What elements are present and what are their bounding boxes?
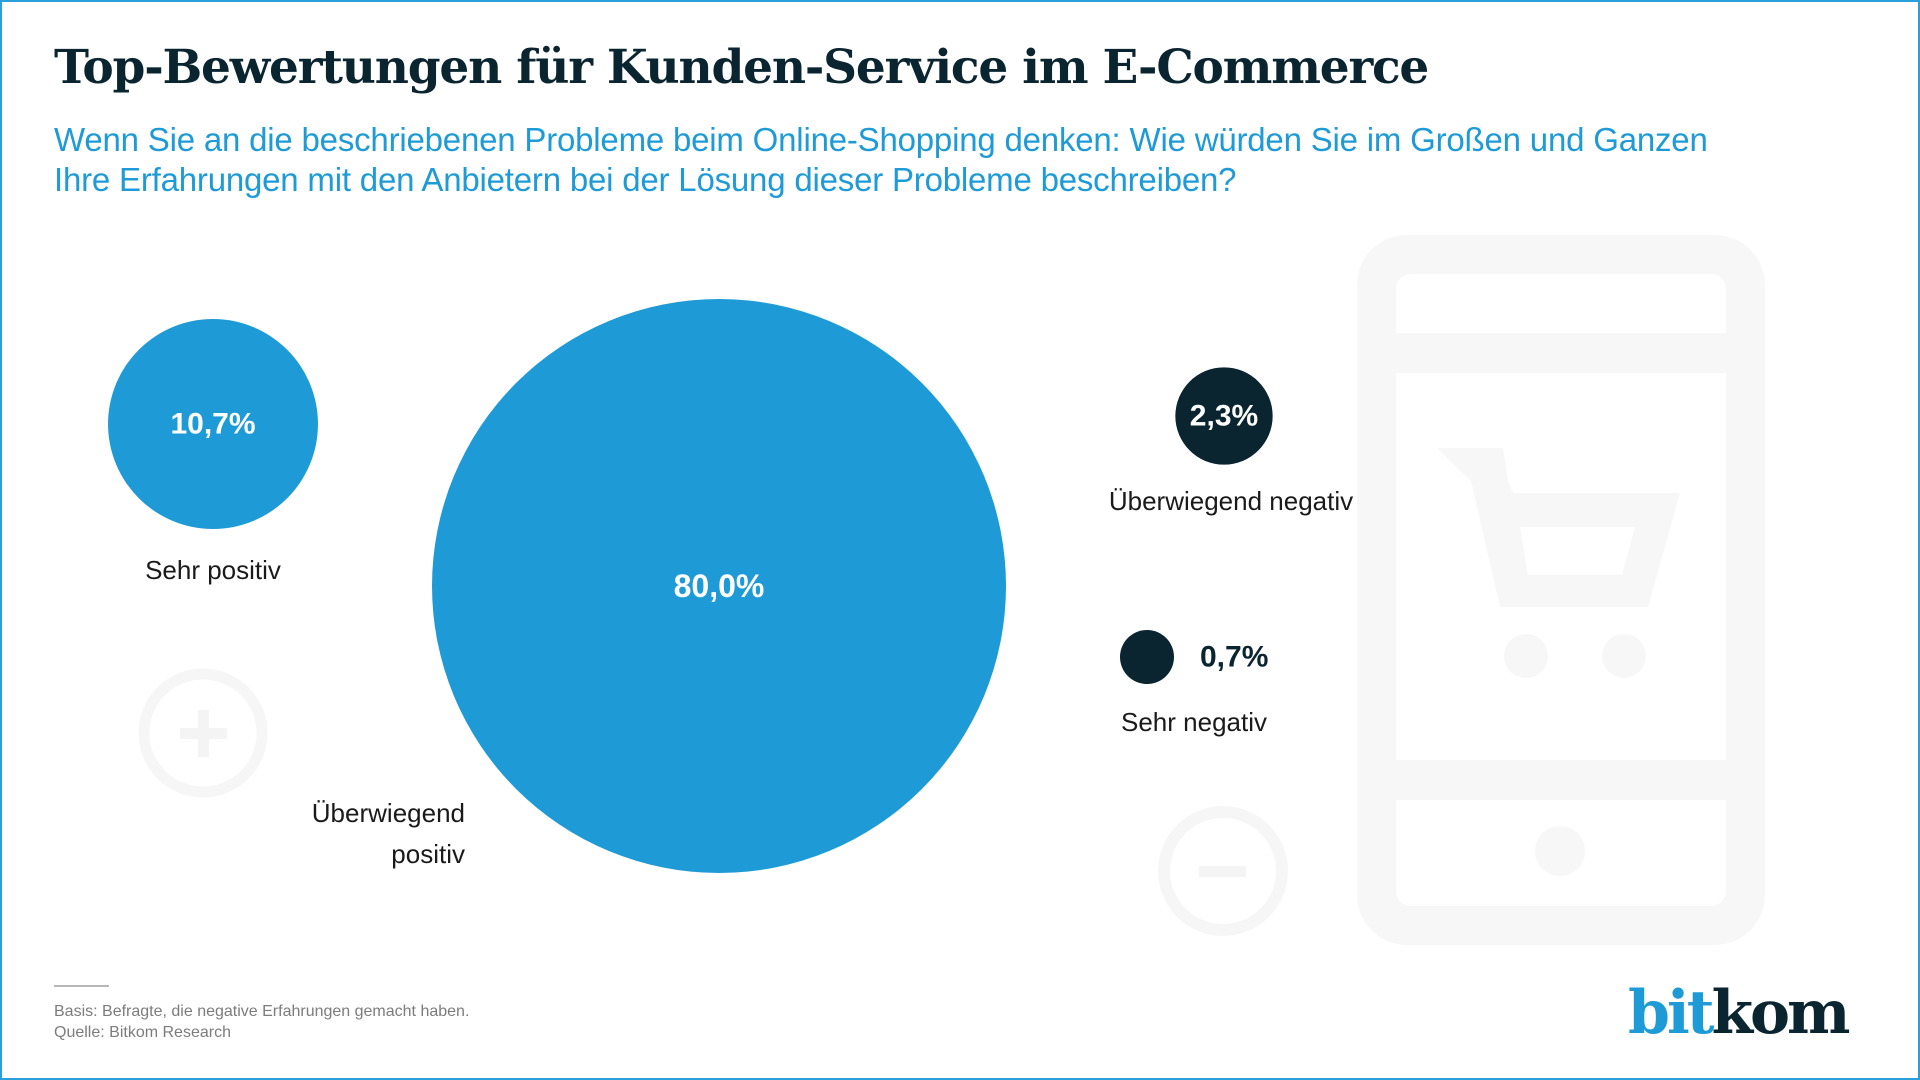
smartphone-bottom-band [1396, 760, 1726, 800]
footnotes: Basis: Befragte, die negative Erfahrunge… [54, 1001, 469, 1043]
category-label-line: Überwiegend negativ [1108, 486, 1354, 516]
footnote-source: Quelle: Bitkom Research [54, 1024, 231, 1041]
smartphone-home-button [1535, 826, 1585, 876]
category-label-ueberwiegend-positiv: Überwiegend positiv [65, 793, 465, 875]
category-label-ueberwiegend-negativ: Überwiegend negativ [1031, 481, 1431, 522]
bubble-ueberwiegend-positiv [432, 299, 1006, 873]
subtitle-line-1: Wenn Sie an die beschriebenen Probleme b… [54, 121, 1708, 158]
logo-bit: bit [1628, 978, 1714, 1048]
bubble-ueberwiegend-negativ [1175, 367, 1273, 465]
cart-wheel-left [1504, 634, 1548, 678]
bubble-sehr-negativ [1120, 630, 1174, 684]
footnote-basis: Basis: Befragte, die negative Erfahrunge… [54, 1003, 470, 1020]
category-label-sehr-positiv: Sehr positiv [13, 550, 413, 591]
smartphone-shopping-cart-icon [1357, 235, 1765, 945]
chart-title: Top-Bewertungen für Kunden-Service im E-… [54, 40, 1429, 95]
chart-subtitle: Wenn Sie an die beschriebenen Probleme b… [54, 120, 1834, 200]
bubble-sehr-positiv [108, 319, 318, 529]
cart-wheel-right [1602, 634, 1646, 678]
category-label-line: Überwiegend [311, 798, 465, 828]
value-label-ueberwiegend-positiv: 80,0% [674, 568, 765, 604]
value-label-sehr-positiv: 10,7% [170, 408, 255, 441]
category-label-line: Sehr positiv [145, 555, 281, 585]
category-label-sehr-negativ: Sehr negativ [1121, 702, 1267, 743]
footnote-divider [54, 985, 109, 987]
value-label-ueberwiegend-negativ: 2,3% [1190, 400, 1258, 433]
minus-circle-icon [1158, 806, 1288, 936]
category-label-line: positiv [391, 839, 465, 869]
cart-basket [1471, 481, 1680, 607]
smartphone-top-band [1396, 333, 1726, 373]
category-label-line: Sehr negativ [1121, 707, 1267, 737]
cart-handle [1437, 448, 1508, 481]
value-label-sehr-negativ: 0,7% [1200, 641, 1268, 674]
bitkom-logo: bitkom [1628, 978, 1851, 1048]
subtitle-line-2: Ihre Erfahrungen mit den Anbietern bei d… [54, 161, 1237, 198]
plus-circle-icon [138, 668, 268, 798]
logo-kom: kom [1711, 978, 1850, 1048]
bubble-series: 10,7% 80,0% 2,3% 0,7% [108, 299, 1273, 873]
